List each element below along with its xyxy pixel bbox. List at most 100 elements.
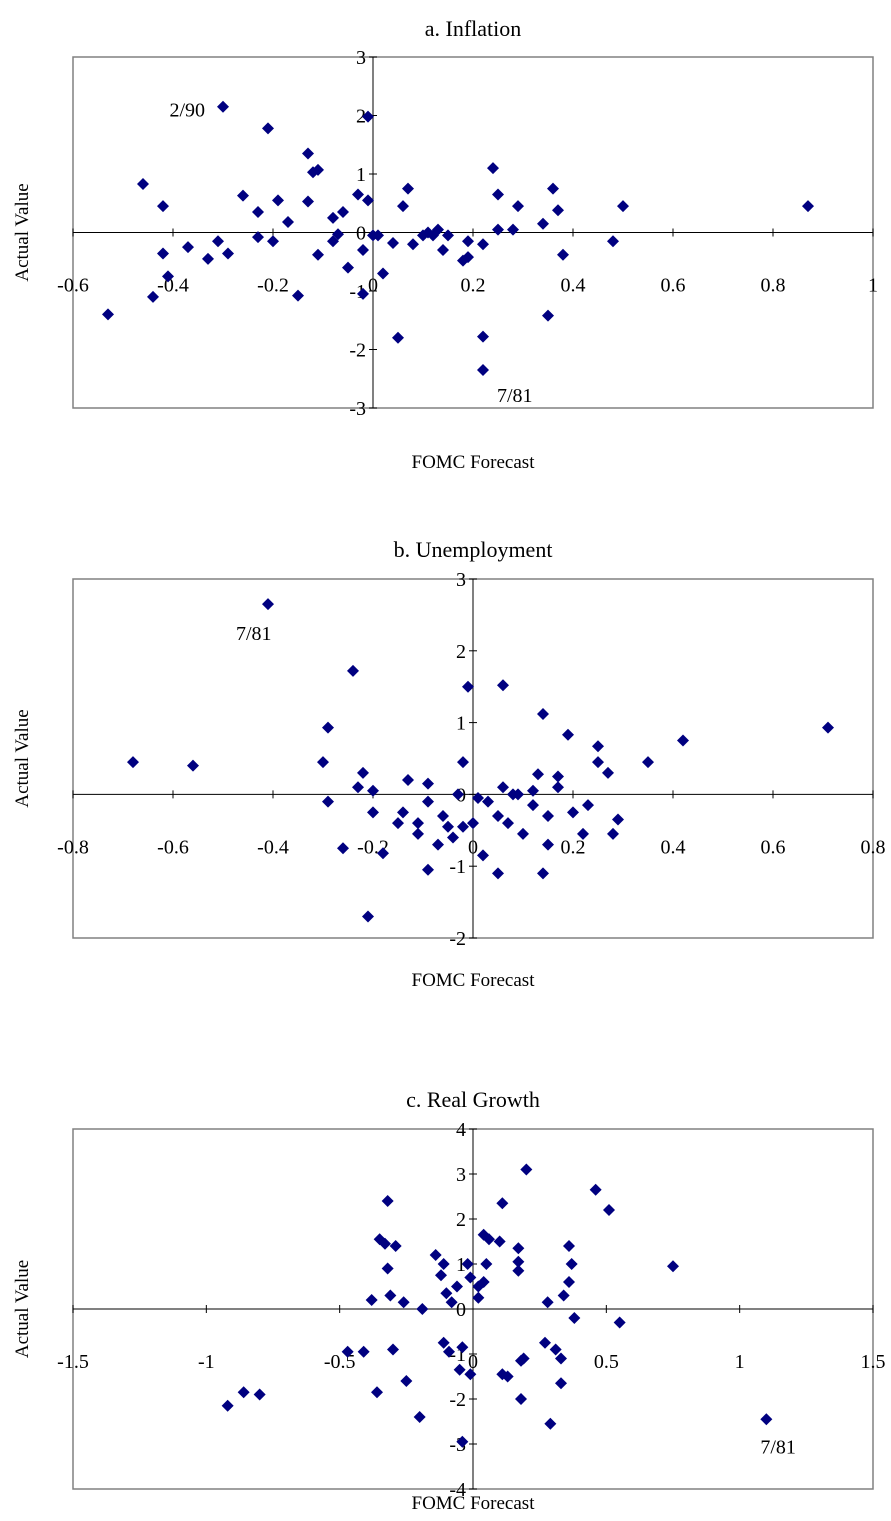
x-tick-label: 0.4 [661, 836, 686, 858]
data-point [567, 806, 579, 819]
data-point [492, 809, 504, 822]
data-point [237, 1386, 250, 1399]
data-point [464, 1368, 477, 1381]
x-tick-label: -0.6 [157, 836, 189, 858]
data-point [445, 1296, 458, 1309]
data-point [667, 1260, 679, 1273]
data-point [365, 1294, 378, 1306]
data-point [507, 223, 519, 236]
data-point [302, 147, 314, 160]
data-point [437, 244, 449, 257]
data-point [565, 1258, 578, 1270]
data-point [483, 1233, 495, 1246]
data-point [357, 1345, 370, 1358]
data-point [562, 728, 574, 741]
data-point [462, 680, 474, 693]
data-point [552, 781, 564, 794]
y-tick-label: 1 [356, 164, 366, 186]
data-point [563, 1240, 575, 1252]
data-point [613, 1316, 626, 1329]
data-point [379, 1237, 391, 1250]
x-axis-title: FOMC Forecast [412, 970, 536, 991]
data-point [384, 1289, 397, 1302]
data-point [542, 309, 554, 322]
data-point [327, 211, 339, 224]
data-point [457, 756, 469, 769]
y-tick-label: -2 [449, 928, 466, 950]
data-point [400, 1375, 413, 1387]
data-point [337, 842, 349, 855]
data-point [322, 721, 334, 734]
data-point [451, 1280, 463, 1293]
data-point [432, 223, 444, 236]
data-point [377, 267, 389, 280]
y-tick-label: 0 [456, 1299, 466, 1321]
data-point [367, 806, 379, 819]
data-point [357, 287, 369, 300]
x-tick-label: 0.8 [761, 275, 786, 297]
data-point [397, 200, 409, 213]
data-point [312, 248, 324, 261]
data-point [443, 1345, 455, 1358]
x-tick-label: -1 [198, 1351, 215, 1373]
data-point [477, 330, 489, 343]
data-point [464, 1271, 477, 1284]
data-point [402, 182, 414, 195]
data-point [432, 838, 444, 851]
data-point [253, 1388, 266, 1401]
data-point [337, 206, 349, 219]
data-point [492, 867, 504, 880]
data-point [457, 254, 469, 267]
y-tick-label: 1 [456, 1254, 466, 1276]
data-point [541, 1296, 554, 1309]
data-point [102, 308, 114, 321]
data-point [282, 215, 294, 228]
data-point [497, 781, 509, 794]
x-tick-label: 0 [468, 836, 478, 858]
data-point [162, 270, 174, 283]
data-point [517, 827, 529, 840]
data-point [442, 820, 454, 833]
y-axis-title: Actual Value [12, 709, 33, 807]
data-point [480, 1258, 493, 1270]
data-point [487, 162, 499, 175]
data-point [677, 734, 689, 747]
data-point [542, 838, 554, 851]
data-point [362, 110, 374, 123]
data-point [537, 707, 549, 720]
x-tick-label: -0.6 [57, 275, 89, 297]
data-point [435, 1269, 447, 1282]
data-point [492, 223, 504, 236]
data-point [262, 598, 274, 611]
data-point [302, 195, 314, 208]
chart-title: a. Inflation [425, 16, 522, 41]
data-point [367, 784, 379, 797]
chart-panel-unemployment: b. Unemployment-0.8 -0.6 -0.4 -0.2 0 0.2 0.4 0.… [12, 537, 886, 991]
data-point [527, 799, 539, 812]
data-point [472, 1291, 485, 1304]
data-point [372, 229, 384, 242]
data-point [482, 795, 494, 808]
chart-title: c. Real Growth [406, 1087, 540, 1112]
data-point [402, 774, 414, 787]
data-point [392, 817, 404, 830]
data-point [352, 188, 364, 201]
data-point [603, 1204, 615, 1216]
data-point [617, 200, 629, 213]
data-point [552, 204, 564, 217]
data-point [422, 795, 434, 808]
data-point [544, 1417, 557, 1430]
data-point [520, 1163, 533, 1176]
y-tick-label: 3 [456, 569, 466, 591]
x-tick-label: 1 [868, 275, 878, 297]
data-point [317, 756, 329, 769]
y-tick-label: 3 [356, 47, 366, 69]
data-point [467, 817, 479, 830]
data-point [202, 252, 214, 265]
x-tick-label: 0.6 [761, 836, 786, 858]
data-point [413, 1411, 426, 1423]
data-point [555, 1352, 567, 1365]
data-point [387, 1343, 399, 1356]
data-point [237, 189, 249, 202]
